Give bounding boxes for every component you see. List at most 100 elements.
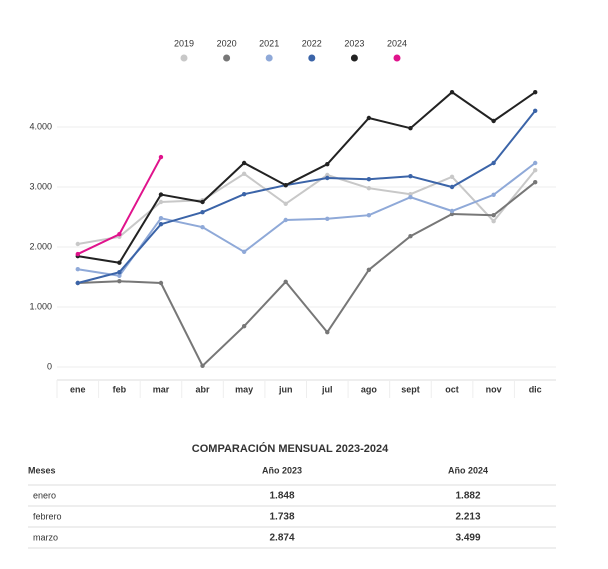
point (75, 267, 80, 272)
point (325, 216, 330, 221)
legend-marker (350, 54, 358, 62)
point (117, 279, 122, 284)
table-cell: febrero (33, 511, 62, 521)
point (283, 183, 288, 188)
x-tick-label: jun (278, 384, 293, 394)
line (77, 110, 536, 284)
point (200, 363, 205, 368)
legend-label: 2023 (344, 38, 364, 48)
legend-label: 2024 (387, 38, 407, 48)
x-tick-label: nov (486, 384, 502, 394)
point (241, 192, 247, 197)
point (491, 160, 496, 166)
line (77, 90, 536, 264)
table-cell: 1.848 (269, 491, 294, 502)
x-tick-label: sept (401, 384, 420, 394)
point (533, 90, 538, 95)
y-tick-label: 0 (47, 361, 52, 371)
table-header: Año 2024 (448, 465, 488, 475)
point (325, 162, 330, 167)
point (241, 160, 247, 166)
x-tick-label: oct (445, 384, 459, 394)
legend-marker (265, 54, 273, 62)
point (158, 216, 164, 221)
line (77, 162, 536, 277)
point (200, 199, 205, 205)
point (449, 208, 455, 214)
point (533, 168, 538, 173)
y-tick-label: 2.000 (29, 241, 52, 251)
point (491, 192, 496, 197)
table-cell: marzo (33, 532, 58, 542)
point (75, 251, 80, 257)
point (241, 249, 247, 254)
point (449, 184, 455, 190)
x-tick-label: abr (196, 384, 211, 394)
y-tick-label: 1.000 (29, 301, 52, 311)
x-tick-label: may (235, 384, 253, 394)
point (117, 273, 122, 278)
point (117, 260, 122, 265)
y-tick-label: 4.000 (29, 121, 52, 131)
point (366, 267, 372, 272)
legend-marker (308, 54, 316, 62)
legend-label: 2020 (217, 38, 237, 48)
table-cell: 2.213 (455, 512, 480, 523)
point (449, 90, 455, 95)
point (491, 219, 496, 224)
table-cell: 1.882 (455, 491, 480, 502)
point (158, 192, 164, 197)
point (366, 213, 372, 218)
point (408, 126, 413, 131)
point (283, 279, 288, 284)
legend-marker (180, 54, 188, 62)
legend-label: 2021 (259, 38, 279, 48)
table-cell: enero (33, 490, 56, 500)
point (449, 174, 455, 179)
point (533, 160, 538, 166)
point (158, 154, 164, 160)
point (158, 280, 164, 286)
point (75, 241, 80, 247)
point (241, 171, 247, 176)
point (366, 115, 372, 121)
x-tick-label: dic (529, 384, 542, 394)
table-cell: 3.499 (455, 533, 480, 544)
point (117, 270, 122, 275)
point (491, 213, 496, 218)
point (158, 199, 164, 205)
table-title: COMPARACIÓN MENSUAL 2023-2024 (192, 442, 389, 455)
point (200, 210, 205, 215)
point (283, 201, 288, 206)
point (325, 175, 330, 181)
x-tick-label: jul (321, 384, 333, 394)
line (77, 181, 536, 368)
legend-marker (393, 54, 401, 62)
legend-label: 2022 (302, 38, 322, 48)
point (200, 225, 205, 230)
legend-marker (223, 54, 231, 62)
table-cell: 2.874 (269, 533, 294, 544)
point (75, 280, 80, 286)
point (533, 180, 538, 185)
x-tick-label: ago (361, 384, 378, 394)
table-header: Meses (28, 465, 56, 475)
y-tick-label: 3.000 (29, 181, 52, 191)
x-tick-label: feb (113, 384, 127, 394)
point (366, 177, 372, 182)
point (491, 118, 496, 124)
point (408, 174, 413, 179)
point (158, 222, 164, 227)
point (408, 195, 413, 200)
x-tick-label: mar (153, 384, 170, 394)
table-cell: 1.738 (269, 512, 294, 523)
legend-label: 2019 (174, 38, 194, 48)
point (241, 324, 247, 329)
table-header: Año 2023 (262, 465, 302, 475)
point (283, 217, 288, 223)
point (366, 186, 372, 191)
point (117, 232, 122, 237)
point (325, 330, 330, 335)
point (533, 108, 538, 114)
